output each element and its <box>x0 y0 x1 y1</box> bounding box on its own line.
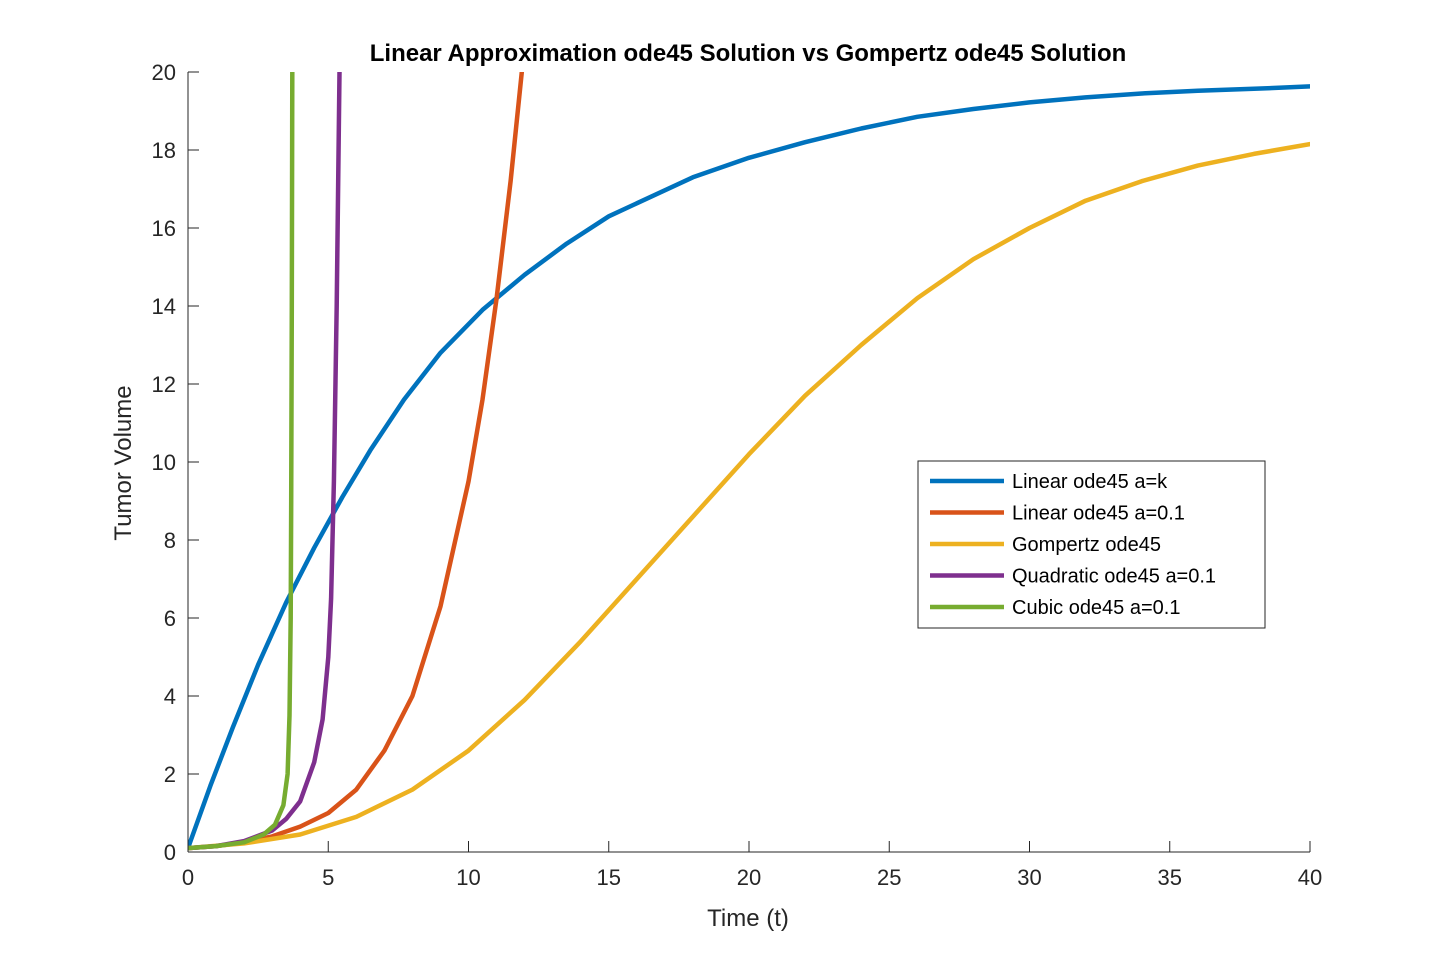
x-axis-label: Time (t) <box>707 905 789 932</box>
x-tick-label: 0 <box>182 865 194 890</box>
y-tick-label: 0 <box>164 840 176 865</box>
y-tick-label: 14 <box>152 294 176 319</box>
legend-label-2: Linear ode45 a=0.1 <box>1012 503 1185 525</box>
axes: 0 5 10 15 20 25 30 35 40 0 2 4 6 8 10 12 14 16 18 20 <box>152 60 1323 890</box>
legend-label-1: Linear ode45 a=k <box>1012 471 1168 493</box>
y-axis-label: Tumor Volume <box>110 385 137 540</box>
y-tick-label: 20 <box>152 60 176 85</box>
y-tick-label: 2 <box>164 762 176 787</box>
y-tick-label: 12 <box>152 372 176 397</box>
series-line-5 <box>188 72 295 851</box>
y-tick-label: 8 <box>164 528 176 553</box>
x-tick-label: 25 <box>877 865 901 890</box>
x-tick-label: 15 <box>597 865 621 890</box>
x-tick-label: 30 <box>1017 865 1041 890</box>
plot-lines <box>188 72 1310 851</box>
legend-label-4: Quadratic ode45 a=0.1 <box>1012 566 1216 588</box>
x-tick-label: 35 <box>1158 865 1182 890</box>
x-tick-label: 20 <box>737 865 761 890</box>
y-tick-label: 18 <box>152 138 176 163</box>
series-line-1 <box>188 84 1310 851</box>
x-tick-label: 10 <box>456 865 480 890</box>
legend-label-5: Cubic ode45 a=0.1 <box>1012 597 1180 619</box>
series-line-2 <box>188 72 525 851</box>
chart-title: Linear Approximation ode45 Solution vs G… <box>370 40 1127 67</box>
series-line-3 <box>188 141 1310 851</box>
series-line-4 <box>188 72 342 851</box>
legend: Linear ode45 a=k Linear ode45 a=0.1 Gomper… <box>917 460 1266 629</box>
x-tick-label: 40 <box>1298 865 1322 890</box>
y-tick-label: 6 <box>164 606 176 631</box>
x-tick-label: 5 <box>322 865 334 890</box>
y-tick-label: 4 <box>164 684 176 709</box>
y-tick-label: 10 <box>152 450 176 475</box>
y-tick-label: 16 <box>152 216 176 241</box>
legend-label-3: Gompertz ode45 <box>1012 534 1161 556</box>
